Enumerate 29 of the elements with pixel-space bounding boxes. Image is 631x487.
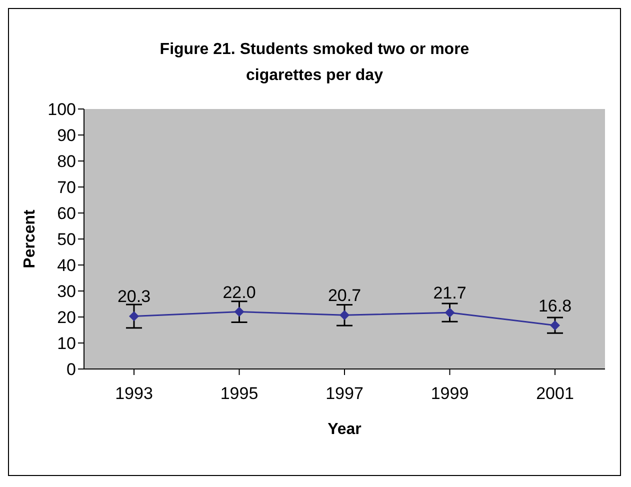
point bbox=[550, 320, 560, 330]
x-tick-label: 1995 bbox=[220, 384, 258, 404]
chart-title: Figure 21. Students smoked two or more cigarettes per day bbox=[158, 40, 470, 86]
y-tick-label: 60 bbox=[57, 204, 76, 224]
y-tick-label: 30 bbox=[57, 282, 76, 302]
y-tick-label: 20 bbox=[57, 308, 76, 328]
x-tick-label: 1993 bbox=[115, 384, 153, 404]
y-tick-label: 100 bbox=[48, 100, 76, 120]
x-tick-label: 1997 bbox=[326, 384, 364, 404]
y-tick-label: 0 bbox=[66, 360, 76, 380]
point bbox=[129, 311, 139, 322]
y-tick-label: 90 bbox=[57, 126, 76, 146]
y-axis-title: Percent bbox=[22, 208, 39, 268]
data-label: 20.7 bbox=[328, 286, 362, 306]
y-tick-label: 70 bbox=[57, 178, 76, 198]
y-tick-label: 40 bbox=[57, 256, 76, 276]
point bbox=[340, 310, 350, 320]
y-tick-label: 80 bbox=[57, 152, 76, 172]
x-tick-label: 1999 bbox=[430, 384, 469, 404]
y-tick-label: 10 bbox=[57, 334, 76, 354]
data-label: 20.3 bbox=[117, 287, 151, 306]
point bbox=[234, 306, 244, 317]
point bbox=[444, 308, 455, 318]
data-label: 16.8 bbox=[538, 296, 572, 316]
data-label: 22.0 bbox=[222, 282, 256, 302]
y-tick-label: 50 bbox=[57, 230, 76, 250]
data-label: 21.7 bbox=[433, 284, 466, 303]
x-axis-title: Year bbox=[328, 421, 362, 438]
x-tick-label: 2001 bbox=[536, 384, 574, 404]
